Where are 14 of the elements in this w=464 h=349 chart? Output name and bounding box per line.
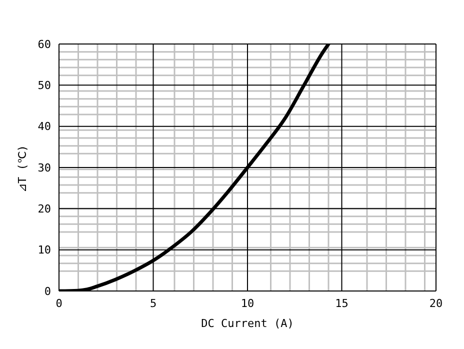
x-tick-label: 0 [56,296,62,310]
x-tick-label: 20 [429,296,443,310]
y-tick-label: 20 [38,202,51,216]
y-tick-label: 0 [44,284,51,298]
x-axis-title: DC Current (A) [201,317,294,330]
y-tick-label: 30 [38,161,51,174]
y-tick-label: 50 [38,79,51,92]
y-tick-label: 10 [38,244,51,257]
x-tick-label: 10 [240,296,254,310]
x-tick-label: 15 [335,296,348,310]
y-tick-label: 60 [38,38,51,51]
y-tick-label: 40 [38,120,51,134]
y-axis-title: ⊿T (℃) [16,145,29,192]
x-tick-label: 5 [150,296,157,310]
